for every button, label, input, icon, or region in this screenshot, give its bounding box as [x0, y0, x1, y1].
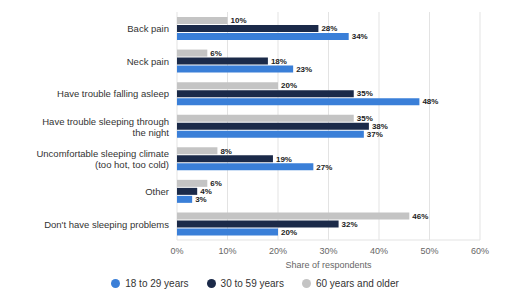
- svg-text:Have trouble falling asleep: Have trouble falling asleep: [57, 88, 169, 99]
- svg-text:32%: 32%: [342, 220, 358, 229]
- svg-text:37%: 37%: [367, 130, 383, 139]
- svg-text:20%: 20%: [281, 228, 297, 237]
- svg-text:50%: 50%: [420, 246, 438, 256]
- svg-text:0%: 0%: [170, 246, 183, 256]
- html-text:30 to 59 years: 30 to 59 years: [220, 278, 284, 289]
- svg-text:8%: 8%: [220, 147, 232, 156]
- svg-text:6%: 6%: [210, 49, 222, 58]
- html-text:60 years and older: 60 years and older: [316, 278, 399, 289]
- svg-text:10%: 10%: [218, 246, 236, 256]
- svg-text:20%: 20%: [269, 246, 287, 256]
- svg-text:23%: 23%: [296, 65, 312, 74]
- html-text:18 to 29 years: 18 to 29 years: [125, 278, 189, 289]
- svg-text:60%: 60%: [471, 246, 489, 256]
- svg-text:48%: 48%: [422, 97, 438, 106]
- svg-text:35%: 35%: [357, 89, 373, 98]
- svg-text:Other: Other: [145, 186, 169, 197]
- svg-text:18%: 18%: [271, 57, 287, 66]
- svg-text:Uncomfortable sleeping climate: Uncomfortable sleeping climate(too hot, …: [36, 148, 169, 170]
- svg-text:4%: 4%: [200, 187, 212, 197]
- svg-text:19%: 19%: [276, 155, 292, 164]
- svg-text:Have trouble sleeping throught: Have trouble sleeping throughthe night: [42, 115, 169, 137]
- svg-text:6%: 6%: [210, 179, 222, 188]
- svg-text:Back pain: Back pain: [127, 23, 169, 34]
- svg-text:Share of respondents: Share of respondents: [285, 260, 372, 270]
- svg-text:40%: 40%: [370, 246, 388, 256]
- svg-text:35%: 35%: [357, 114, 373, 123]
- svg-text:34%: 34%: [352, 32, 368, 41]
- svg-text:30%: 30%: [319, 246, 337, 256]
- svg-text:46%: 46%: [412, 212, 428, 221]
- svg-text:27%: 27%: [316, 163, 332, 172]
- svg-text:38%: 38%: [371, 122, 388, 132]
- svg-text:Neck pain: Neck pain: [127, 55, 169, 66]
- svg-text:Don't have sleeping problems: Don't have sleeping problems: [44, 218, 169, 229]
- svg-text:3%: 3%: [195, 195, 207, 204]
- svg-text:28%: 28%: [321, 24, 337, 33]
- svg-text:20%: 20%: [281, 81, 297, 90]
- svg-text:10%: 10%: [231, 16, 247, 25]
